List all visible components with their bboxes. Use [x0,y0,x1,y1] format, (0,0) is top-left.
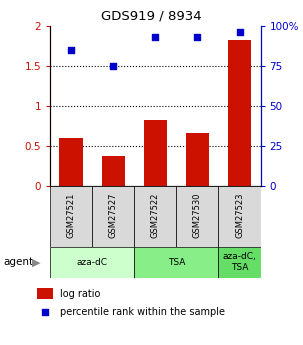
Bar [59,138,83,186]
Bar [144,120,167,186]
Bar [186,132,209,186]
Bar [176,186,218,247]
Bar [134,247,218,278]
Text: log ratio: log ratio [60,289,100,298]
Bar [50,247,134,278]
Text: GSM27530: GSM27530 [193,193,202,238]
Text: GSM27523: GSM27523 [235,193,244,238]
Text: agent: agent [3,257,33,267]
Text: GSM27527: GSM27527 [109,193,118,238]
Bar [134,186,176,247]
Bar [102,156,125,186]
Bar [50,186,92,247]
Text: TSA: TSA [168,258,185,267]
Point [237,30,242,35]
Text: GSM27522: GSM27522 [151,193,160,238]
Point [43,309,48,314]
Text: ▶: ▶ [32,257,40,267]
Bar [37,288,53,299]
Text: GSM27521: GSM27521 [67,193,75,238]
Bar [218,247,261,278]
Point [195,34,200,40]
Text: GDS919 / 8934: GDS919 / 8934 [101,10,202,23]
Text: percentile rank within the sample: percentile rank within the sample [60,307,225,316]
Text: aza-dC,
TSA: aza-dC, TSA [223,253,256,272]
Text: aza-dC: aza-dC [77,258,108,267]
Point [68,47,74,53]
Bar [228,40,251,186]
Bar [92,186,134,247]
Point [111,63,116,69]
Point [153,34,158,40]
Bar [218,186,261,247]
